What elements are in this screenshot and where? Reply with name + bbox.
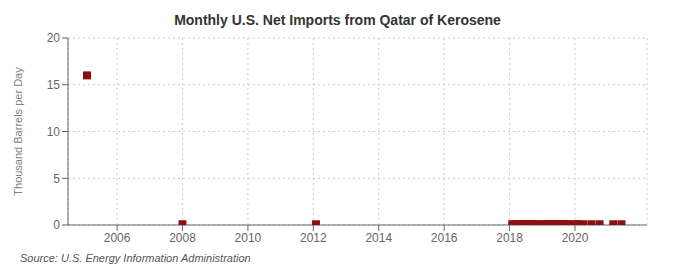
html-text:Monthly U.S. Net Imports from: Monthly U.S. Net Imports from Qatar of K… [174, 12, 501, 28]
svg-text:2010: 2010 [235, 231, 262, 245]
svg-text:Thousand Barrels per Day: Thousand Barrels per Day [12, 67, 24, 196]
svg-text:15: 15 [47, 78, 61, 92]
html-text:Source: U.S. Energy Informatio: Source: U.S. Energy Information Administ… [20, 252, 251, 264]
svg-text:20: 20 [47, 32, 61, 45]
svg-text:2008: 2008 [169, 231, 196, 245]
svg-text:0: 0 [53, 218, 60, 232]
svg-text:2020: 2020 [562, 231, 589, 245]
svg-text:2012: 2012 [300, 231, 327, 245]
svg-text:2018: 2018 [496, 231, 523, 245]
svg-text:10: 10 [47, 125, 61, 139]
svg-text:2006: 2006 [104, 231, 131, 245]
svg-text:5: 5 [53, 172, 60, 186]
svg-text:2016: 2016 [431, 231, 458, 245]
svg-text:2014: 2014 [365, 231, 392, 245]
